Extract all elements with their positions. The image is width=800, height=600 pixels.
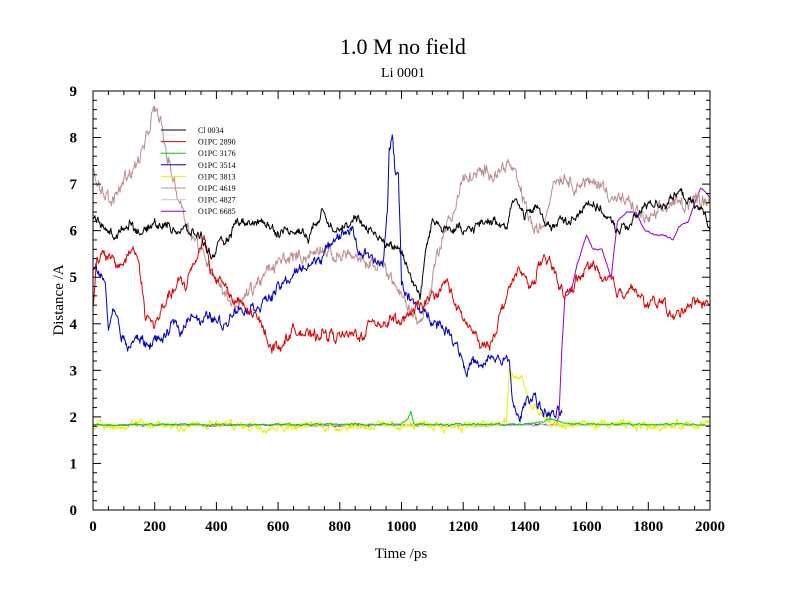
legend: Cl 0034 O1PC 2890 O1PC 3176 O1PC 3514 O1PC 3…	[161, 126, 236, 216]
y-tick-label: 4	[70, 317, 78, 333]
x-tick-label: 400	[205, 519, 228, 535]
legend-label: Cl 0034	[198, 126, 224, 135]
legend-label: O1PC 6685	[198, 207, 236, 216]
y-tick-label: 5	[70, 270, 78, 286]
y-tick-label: 2	[70, 410, 78, 426]
y-tick-label: 8	[70, 131, 78, 147]
x-tick-label: 1200	[448, 519, 478, 535]
ticks-layer: 0 200 400 600 800 1000 1200 1400 1600 1800 2000 0 1 2…	[70, 84, 726, 535]
legend-label: O1PC 4619	[198, 184, 236, 193]
y-tick-label: 9	[70, 84, 78, 100]
plot-frame	[92, 90, 711, 511]
legend-label: O1PC 3514	[198, 161, 236, 170]
x-axis-label: Time /ps	[375, 546, 428, 562]
y-tick-label: 1	[70, 456, 78, 472]
series-layer	[93, 105, 710, 434]
x-tick-label: 600	[267, 519, 290, 535]
series-line-o1pc-3176	[93, 410, 710, 427]
series-line-o1pc-3514	[93, 134, 563, 423]
legend-label: O1PC 2890	[198, 138, 236, 147]
x-tick-label: 0	[89, 519, 97, 535]
x-tick-label: 200	[143, 519, 166, 535]
x-tick-label: 1000	[387, 519, 417, 535]
x-tick-label: 1600	[572, 519, 602, 535]
chart-title: 1.0 M no field	[340, 34, 466, 59]
series-line-cl-0034	[93, 188, 710, 301]
x-tick-label: 1800	[633, 519, 663, 535]
series-line-o1pc-4619	[93, 105, 710, 325]
chart-subtitle: Li 0001	[381, 66, 425, 81]
y-tick-label: 7	[70, 177, 78, 193]
y-tick-label: 3	[70, 363, 78, 379]
y-tick-label: 0	[70, 503, 78, 519]
series-line-o1pc-2890	[93, 235, 710, 354]
x-tick-label: 2000	[695, 519, 725, 535]
y-axis-label: Distance /A	[51, 264, 67, 335]
legend-label: O1PC 3813	[198, 172, 236, 181]
x-tick-label: 800	[329, 519, 352, 535]
legend-label: O1PC 3176	[198, 149, 236, 158]
x-tick-label: 1400	[510, 519, 540, 535]
y-tick-label: 6	[70, 224, 78, 240]
legend-label: O1PC 4827	[198, 196, 236, 205]
